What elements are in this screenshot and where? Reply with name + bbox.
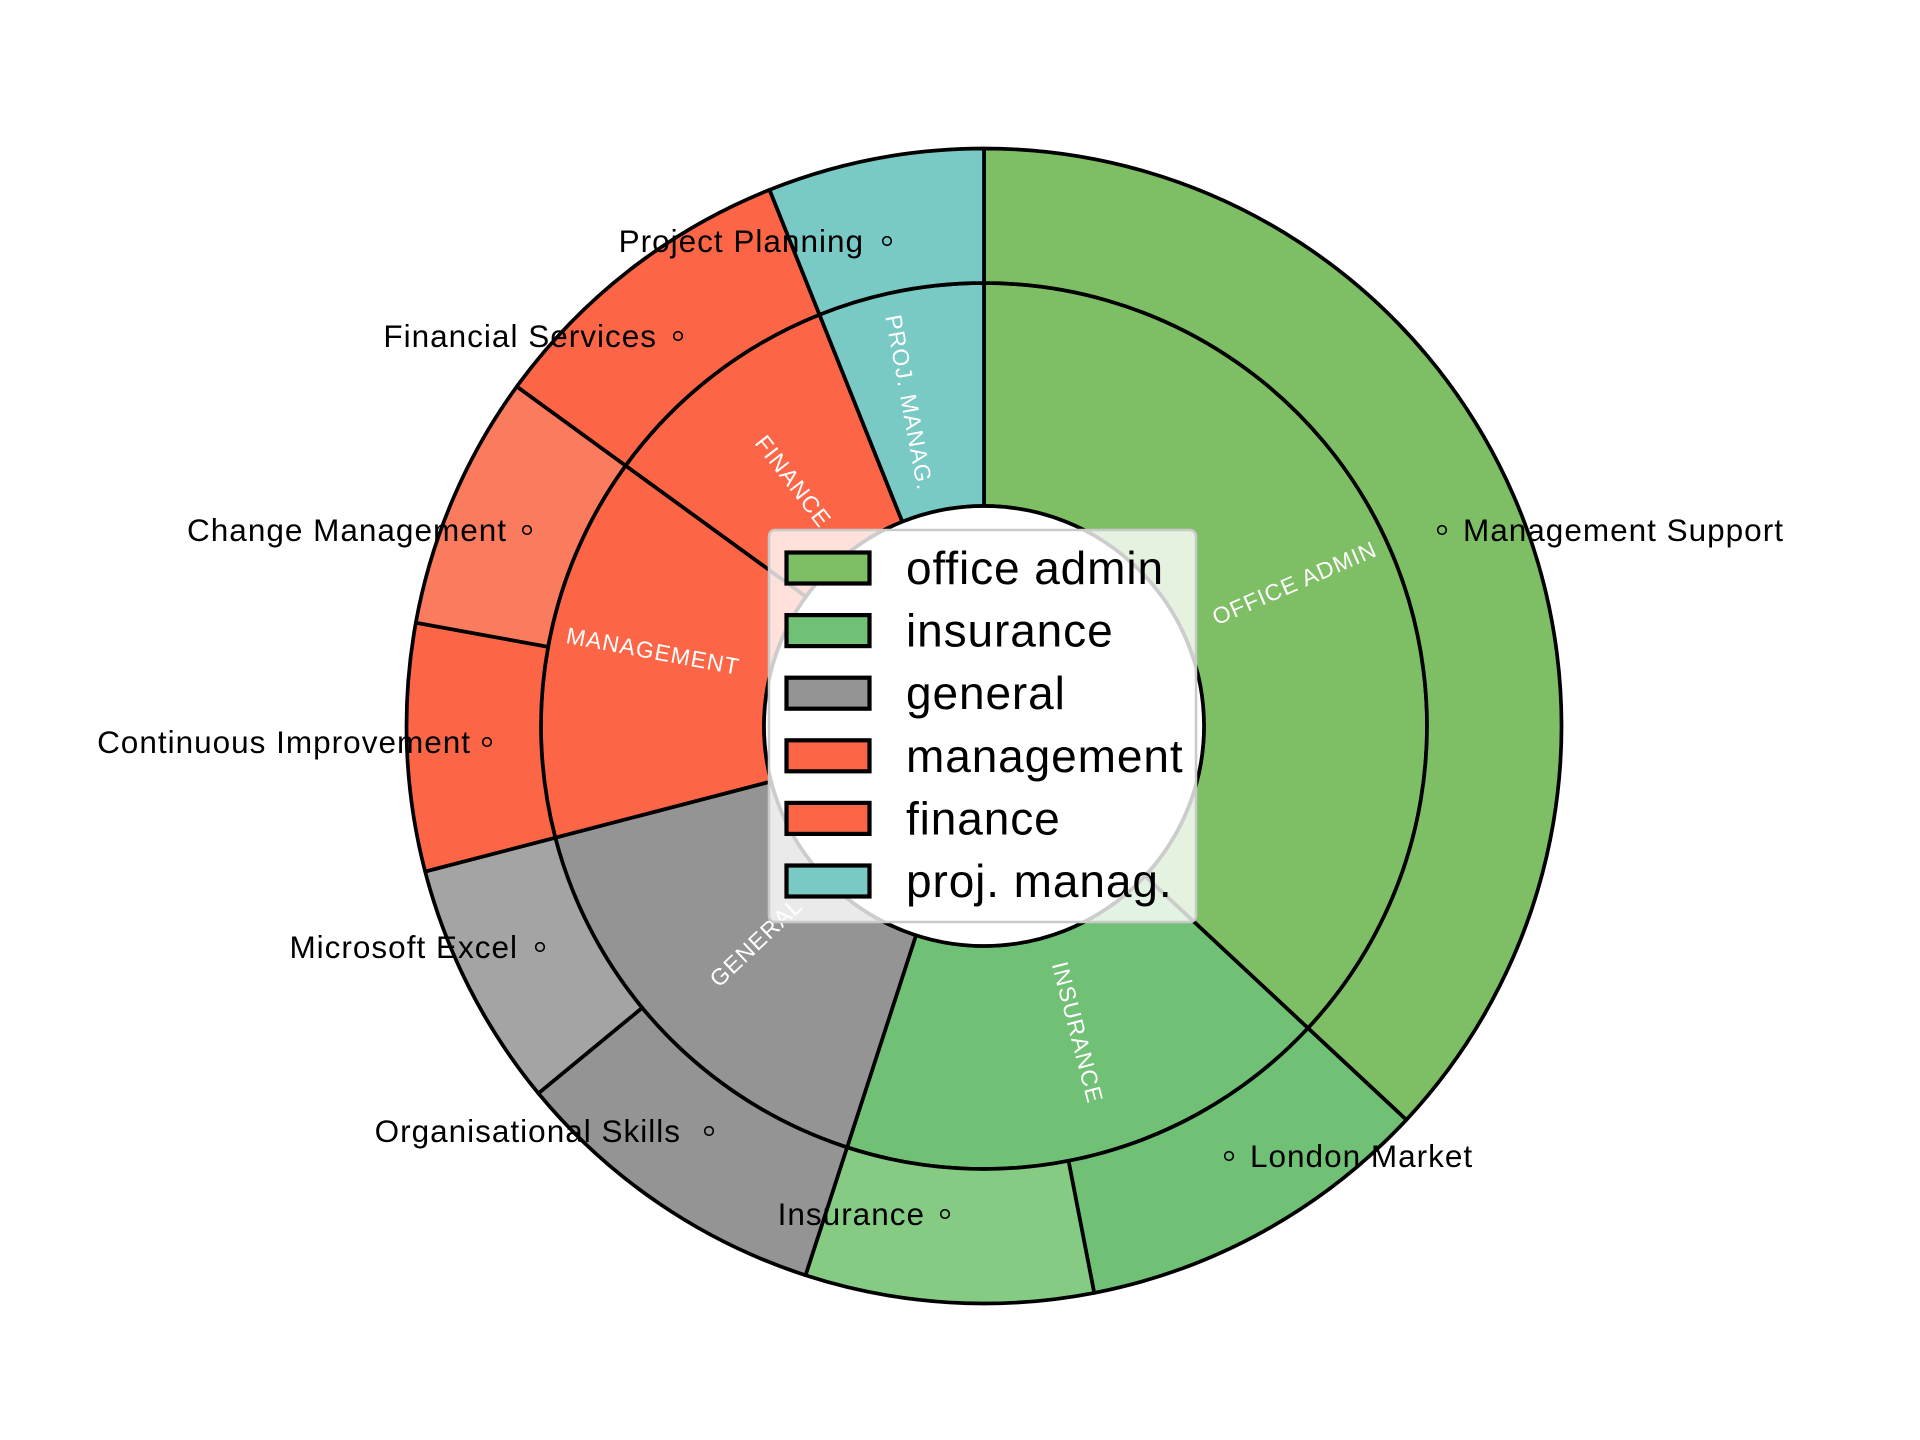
svg-text:general: general: [906, 667, 1066, 719]
svg-text:Organisational Skills: Organisational Skills: [375, 1113, 681, 1149]
svg-text:Financial Services: Financial Services: [383, 318, 657, 354]
svg-text:London Market: London Market: [1250, 1138, 1473, 1174]
svg-text:Change Management: Change Management: [187, 512, 507, 548]
svg-text:Insurance: Insurance: [778, 1196, 925, 1232]
svg-text:insurance: insurance: [906, 605, 1114, 657]
svg-text:Microsoft Excel: Microsoft Excel: [289, 929, 518, 965]
svg-text:finance: finance: [906, 792, 1061, 844]
svg-text:Project Planning: Project Planning: [619, 223, 864, 259]
svg-text:Continuous Improvement: Continuous Improvement: [97, 724, 471, 760]
svg-text:Management Support: Management Support: [1463, 512, 1784, 548]
svg-text:proj. manag.: proj. manag.: [906, 855, 1173, 907]
svg-text:office admin: office admin: [906, 542, 1164, 594]
svg-text:management: management: [906, 730, 1184, 782]
